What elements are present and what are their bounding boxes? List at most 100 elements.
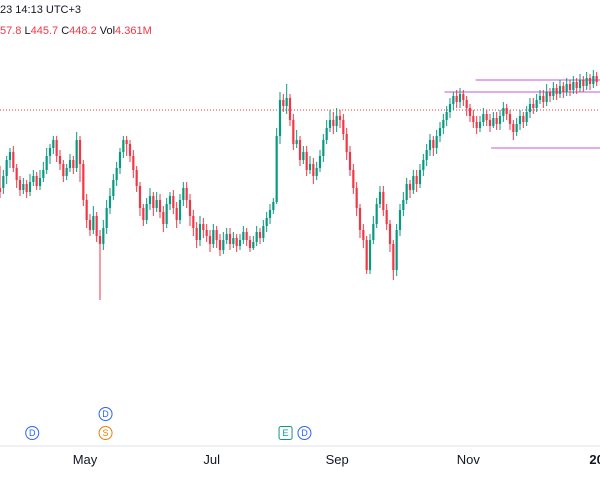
- event-badge-s[interactable]: S: [98, 426, 113, 440]
- candle[interactable]: [5, 156, 8, 184]
- candle[interactable]: [372, 216, 375, 244]
- candle[interactable]: [412, 170, 415, 194]
- candle[interactable]: [188, 194, 192, 226]
- candle[interactable]: [152, 192, 155, 216]
- candle[interactable]: [0, 166, 2, 198]
- candle[interactable]: [292, 114, 295, 150]
- candle[interactable]: [85, 194, 88, 228]
- candle[interactable]: [282, 94, 285, 112]
- candle[interactable]: [175, 202, 178, 228]
- candle[interactable]: [352, 164, 355, 194]
- candle[interactable]: [202, 218, 205, 238]
- candle[interactable]: [518, 110, 522, 130]
- candle[interactable]: [475, 116, 478, 134]
- candle[interactable]: [285, 84, 288, 114]
- candle[interactable]: [182, 182, 185, 206]
- candle[interactable]: [118, 148, 122, 174]
- candle[interactable]: [582, 76, 585, 92]
- candle[interactable]: [58, 150, 62, 170]
- candle[interactable]: [435, 130, 438, 154]
- candle[interactable]: [468, 104, 472, 122]
- candle[interactable]: [42, 162, 45, 182]
- candle[interactable]: [542, 90, 545, 108]
- candle[interactable]: [38, 170, 42, 190]
- candle[interactable]: [138, 182, 142, 216]
- candle[interactable]: [522, 112, 525, 128]
- candle[interactable]: [452, 92, 455, 110]
- candle[interactable]: [575, 78, 578, 94]
- candle[interactable]: [528, 98, 532, 118]
- candle[interactable]: [462, 90, 465, 106]
- candle[interactable]: [438, 122, 442, 142]
- candle[interactable]: [388, 220, 392, 252]
- candle[interactable]: [142, 204, 145, 226]
- candle[interactable]: [362, 224, 365, 248]
- candle[interactable]: [238, 234, 242, 250]
- candle[interactable]: [418, 164, 422, 188]
- candle[interactable]: [192, 210, 195, 236]
- candle[interactable]: [555, 84, 558, 100]
- candle[interactable]: [185, 182, 188, 208]
- candle[interactable]: [508, 110, 512, 130]
- candle[interactable]: [562, 82, 565, 98]
- candle[interactable]: [342, 114, 345, 140]
- candle[interactable]: [262, 220, 265, 242]
- candle[interactable]: [288, 94, 292, 126]
- candle[interactable]: [348, 146, 352, 176]
- candle[interactable]: [228, 228, 232, 250]
- candle[interactable]: [375, 198, 378, 228]
- candle[interactable]: [198, 216, 202, 246]
- candle[interactable]: [472, 110, 475, 128]
- candle[interactable]: [265, 212, 268, 232]
- candle[interactable]: [455, 90, 458, 108]
- event-badge-e[interactable]: E: [278, 426, 293, 440]
- candle[interactable]: [8, 148, 12, 168]
- candle[interactable]: [328, 110, 332, 132]
- candle[interactable]: [145, 198, 148, 224]
- candle[interactable]: [68, 154, 72, 172]
- candle[interactable]: [568, 80, 572, 96]
- candle[interactable]: [305, 146, 308, 176]
- candle[interactable]: [165, 198, 168, 228]
- candle[interactable]: [272, 198, 275, 214]
- candle[interactable]: [405, 178, 408, 204]
- candle[interactable]: [255, 226, 258, 246]
- candle[interactable]: [515, 118, 518, 136]
- candle[interactable]: [585, 72, 588, 90]
- candle[interactable]: [315, 162, 318, 180]
- candle[interactable]: [62, 160, 65, 182]
- candle[interactable]: [338, 110, 342, 128]
- candle[interactable]: [392, 240, 395, 280]
- candle[interactable]: [402, 192, 405, 216]
- candle[interactable]: [242, 226, 245, 244]
- candle[interactable]: [12, 146, 15, 172]
- candle[interactable]: [245, 228, 248, 246]
- candle[interactable]: [408, 180, 412, 198]
- candle[interactable]: [55, 136, 58, 162]
- candle[interactable]: [495, 112, 498, 130]
- event-badge-d[interactable]: D: [98, 407, 113, 421]
- candle[interactable]: [225, 228, 228, 244]
- candle[interactable]: [465, 96, 468, 116]
- candle[interactable]: [278, 92, 282, 144]
- candle[interactable]: [308, 156, 312, 174]
- candle[interactable]: [538, 90, 542, 104]
- candle[interactable]: [592, 70, 595, 88]
- candle[interactable]: [172, 190, 175, 214]
- candle[interactable]: [95, 212, 98, 242]
- candle[interactable]: [442, 114, 445, 134]
- candle[interactable]: [65, 164, 68, 180]
- candle[interactable]: [48, 144, 52, 164]
- candle[interactable]: [195, 222, 198, 248]
- candle[interactable]: [378, 186, 382, 208]
- candle[interactable]: [248, 236, 252, 252]
- candle[interactable]: [135, 166, 138, 192]
- candle[interactable]: [162, 206, 165, 232]
- candle[interactable]: [115, 162, 118, 186]
- candle[interactable]: [212, 224, 215, 248]
- candle[interactable]: [492, 112, 495, 128]
- candle[interactable]: [112, 174, 115, 200]
- candle[interactable]: [215, 226, 218, 248]
- candle[interactable]: [488, 114, 492, 132]
- candle[interactable]: [565, 78, 568, 96]
